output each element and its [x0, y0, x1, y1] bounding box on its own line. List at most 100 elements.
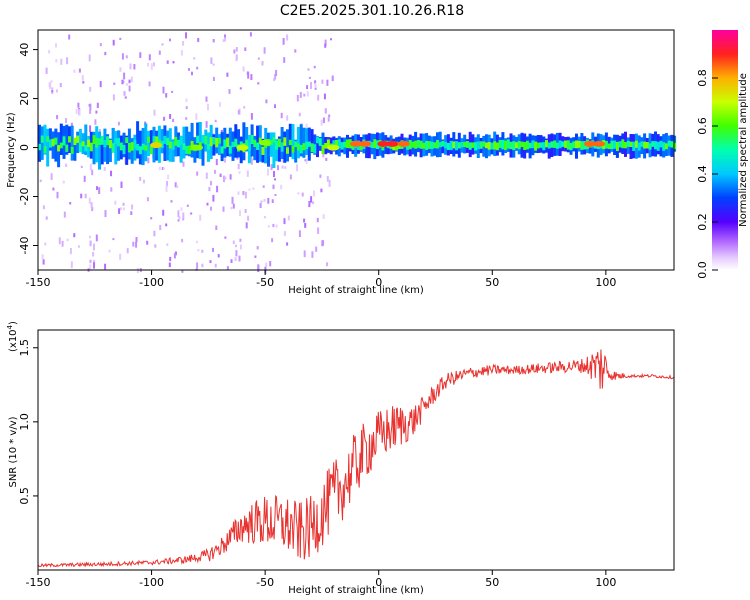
spectrogram-band-cell — [479, 141, 483, 149]
spectrogram-speckle — [294, 49, 297, 53]
spectrogram-speckle — [235, 47, 238, 52]
spectrogram-band-cell — [261, 146, 265, 155]
spectrogram-band-cell — [147, 130, 150, 157]
spectrogram-speckle — [263, 215, 266, 219]
spectrogram-speckle — [61, 240, 64, 247]
spectrogram-band-cell — [629, 141, 633, 147]
spectrogram-speckle — [99, 81, 102, 88]
spectrogram-speckle — [206, 202, 209, 206]
spectrogram-speckle — [163, 116, 166, 121]
spectrogram-speckle — [42, 205, 45, 210]
spectrogram-speckle — [169, 256, 172, 262]
spectrogram-band-cell — [482, 141, 486, 147]
spectrogram-speckle — [98, 187, 101, 194]
spectrogram-speckle — [239, 238, 242, 242]
spectrogram-band-cell — [65, 144, 69, 152]
spectrogram-speckle — [304, 159, 307, 162]
spectrogram-speckle — [172, 61, 175, 64]
spectrogram-band-cell — [504, 140, 508, 150]
spectrogram-speckle — [161, 167, 164, 170]
spectrogram-band-cell — [422, 142, 426, 149]
spectrogram-speckle — [239, 244, 242, 250]
spectrogram-speckle — [176, 185, 179, 189]
spectrogram-speckle — [228, 89, 231, 94]
spectrogram-speckle — [224, 176, 227, 180]
spectrogram-speckle — [48, 82, 51, 87]
spectrogram-speckle — [212, 247, 214, 252]
spectrogram-speckle — [256, 246, 259, 250]
spectrogram-band-cell — [419, 140, 423, 149]
spectrogram-band-cell — [231, 141, 235, 148]
spectrogram-speckle — [284, 166, 287, 169]
spectrogram-speckle — [286, 242, 289, 246]
spectrogram-band-cell — [632, 141, 636, 151]
spectrogram-speckle — [55, 43, 57, 48]
spectrogram-speckle — [135, 237, 138, 242]
spectrogram-speckle — [63, 211, 66, 218]
spectrogram-speckle — [181, 238, 184, 243]
spectrogram-band-cell — [664, 143, 668, 150]
spectrogram-speckle — [296, 164, 299, 172]
spectrogram-speckle — [217, 254, 220, 258]
spectrogram-speckle — [226, 266, 229, 270]
spectrogram-speckle — [196, 66, 199, 70]
spectrogram-speckle — [199, 214, 202, 221]
spectrogram-band-cell — [324, 143, 328, 149]
spectrogram-speckle — [226, 72, 229, 77]
spectrogram-band-cell — [196, 135, 200, 144]
spectrogram-band-cell — [54, 128, 58, 162]
spectrogram-speckle — [234, 257, 237, 261]
spectrogram-band-cell — [182, 143, 186, 150]
spectrogram-band-cell — [163, 135, 167, 144]
spectrogram-band-cell — [321, 132, 325, 152]
spectrogram-speckle — [210, 57, 213, 64]
spectrogram-speckle — [42, 259, 45, 265]
spectrogram-band-cell — [575, 140, 578, 149]
snr-series-line — [37, 349, 675, 568]
spectrogram-speckle — [153, 62, 155, 67]
spectrogram-speckle — [277, 165, 279, 171]
spectrogram-speckle — [181, 269, 184, 273]
spectrogram-speckle — [59, 83, 62, 88]
spectrogram-band-cell — [648, 143, 652, 150]
snr-panel: -150 -100 -50 0 50 100 0.5 1.0 1.5 Height of st… — [6, 321, 675, 596]
spectrogram-speckle — [235, 54, 238, 60]
spectrogram-speckle — [301, 192, 304, 197]
spectrogram-speckle — [166, 181, 168, 187]
svg-text:(x104): (x104) — [6, 321, 19, 352]
spectrogram-speckle — [328, 114, 331, 118]
spectrogram-speckle — [154, 244, 157, 248]
spectrogram-band-cell — [564, 140, 568, 148]
spectrogram-band-cell — [441, 140, 445, 147]
spectrogram-speckle — [66, 57, 69, 65]
spectrogram-band-cell — [182, 126, 186, 159]
spectrogram-band-cell — [525, 140, 529, 150]
spectrogram-band-cell — [160, 140, 164, 148]
spectrogram-speckle — [62, 180, 65, 184]
spectrogram-band-cell — [51, 138, 55, 147]
spectrogram-band-cell — [555, 142, 559, 149]
spectrogram-speckle — [41, 254, 44, 260]
spectrogram-band-cell — [187, 131, 191, 157]
spectrogram-speckle — [68, 34, 71, 40]
spectrogram-speckle — [298, 230, 301, 237]
spectrogram-band-cell — [114, 138, 118, 145]
spectrogram-band-cell — [277, 138, 281, 148]
spectrogram-speckle — [143, 179, 145, 184]
spectrogram-speckle — [261, 61, 264, 66]
spectrogram-speckle — [224, 37, 226, 42]
spectrogram-speckle — [257, 82, 260, 85]
spectrogram-x-tick-label: -100 — [139, 276, 164, 289]
spectrogram-speckle — [283, 218, 286, 225]
spectrogram-speckle — [70, 122, 73, 127]
spectrogram-band-cell — [100, 135, 104, 145]
spectrogram-speckle — [195, 113, 198, 120]
spectrogram-band-cell — [539, 142, 543, 148]
spectrogram-speckle — [207, 103, 209, 111]
spectrogram-band-cell — [558, 140, 562, 149]
spectrogram-speckle — [272, 184, 275, 190]
spectrogram-band-cell — [318, 138, 322, 146]
spectrogram-band-cell — [463, 141, 467, 147]
spectrogram-band-cell — [125, 135, 129, 165]
spectrogram-speckle — [128, 85, 131, 92]
